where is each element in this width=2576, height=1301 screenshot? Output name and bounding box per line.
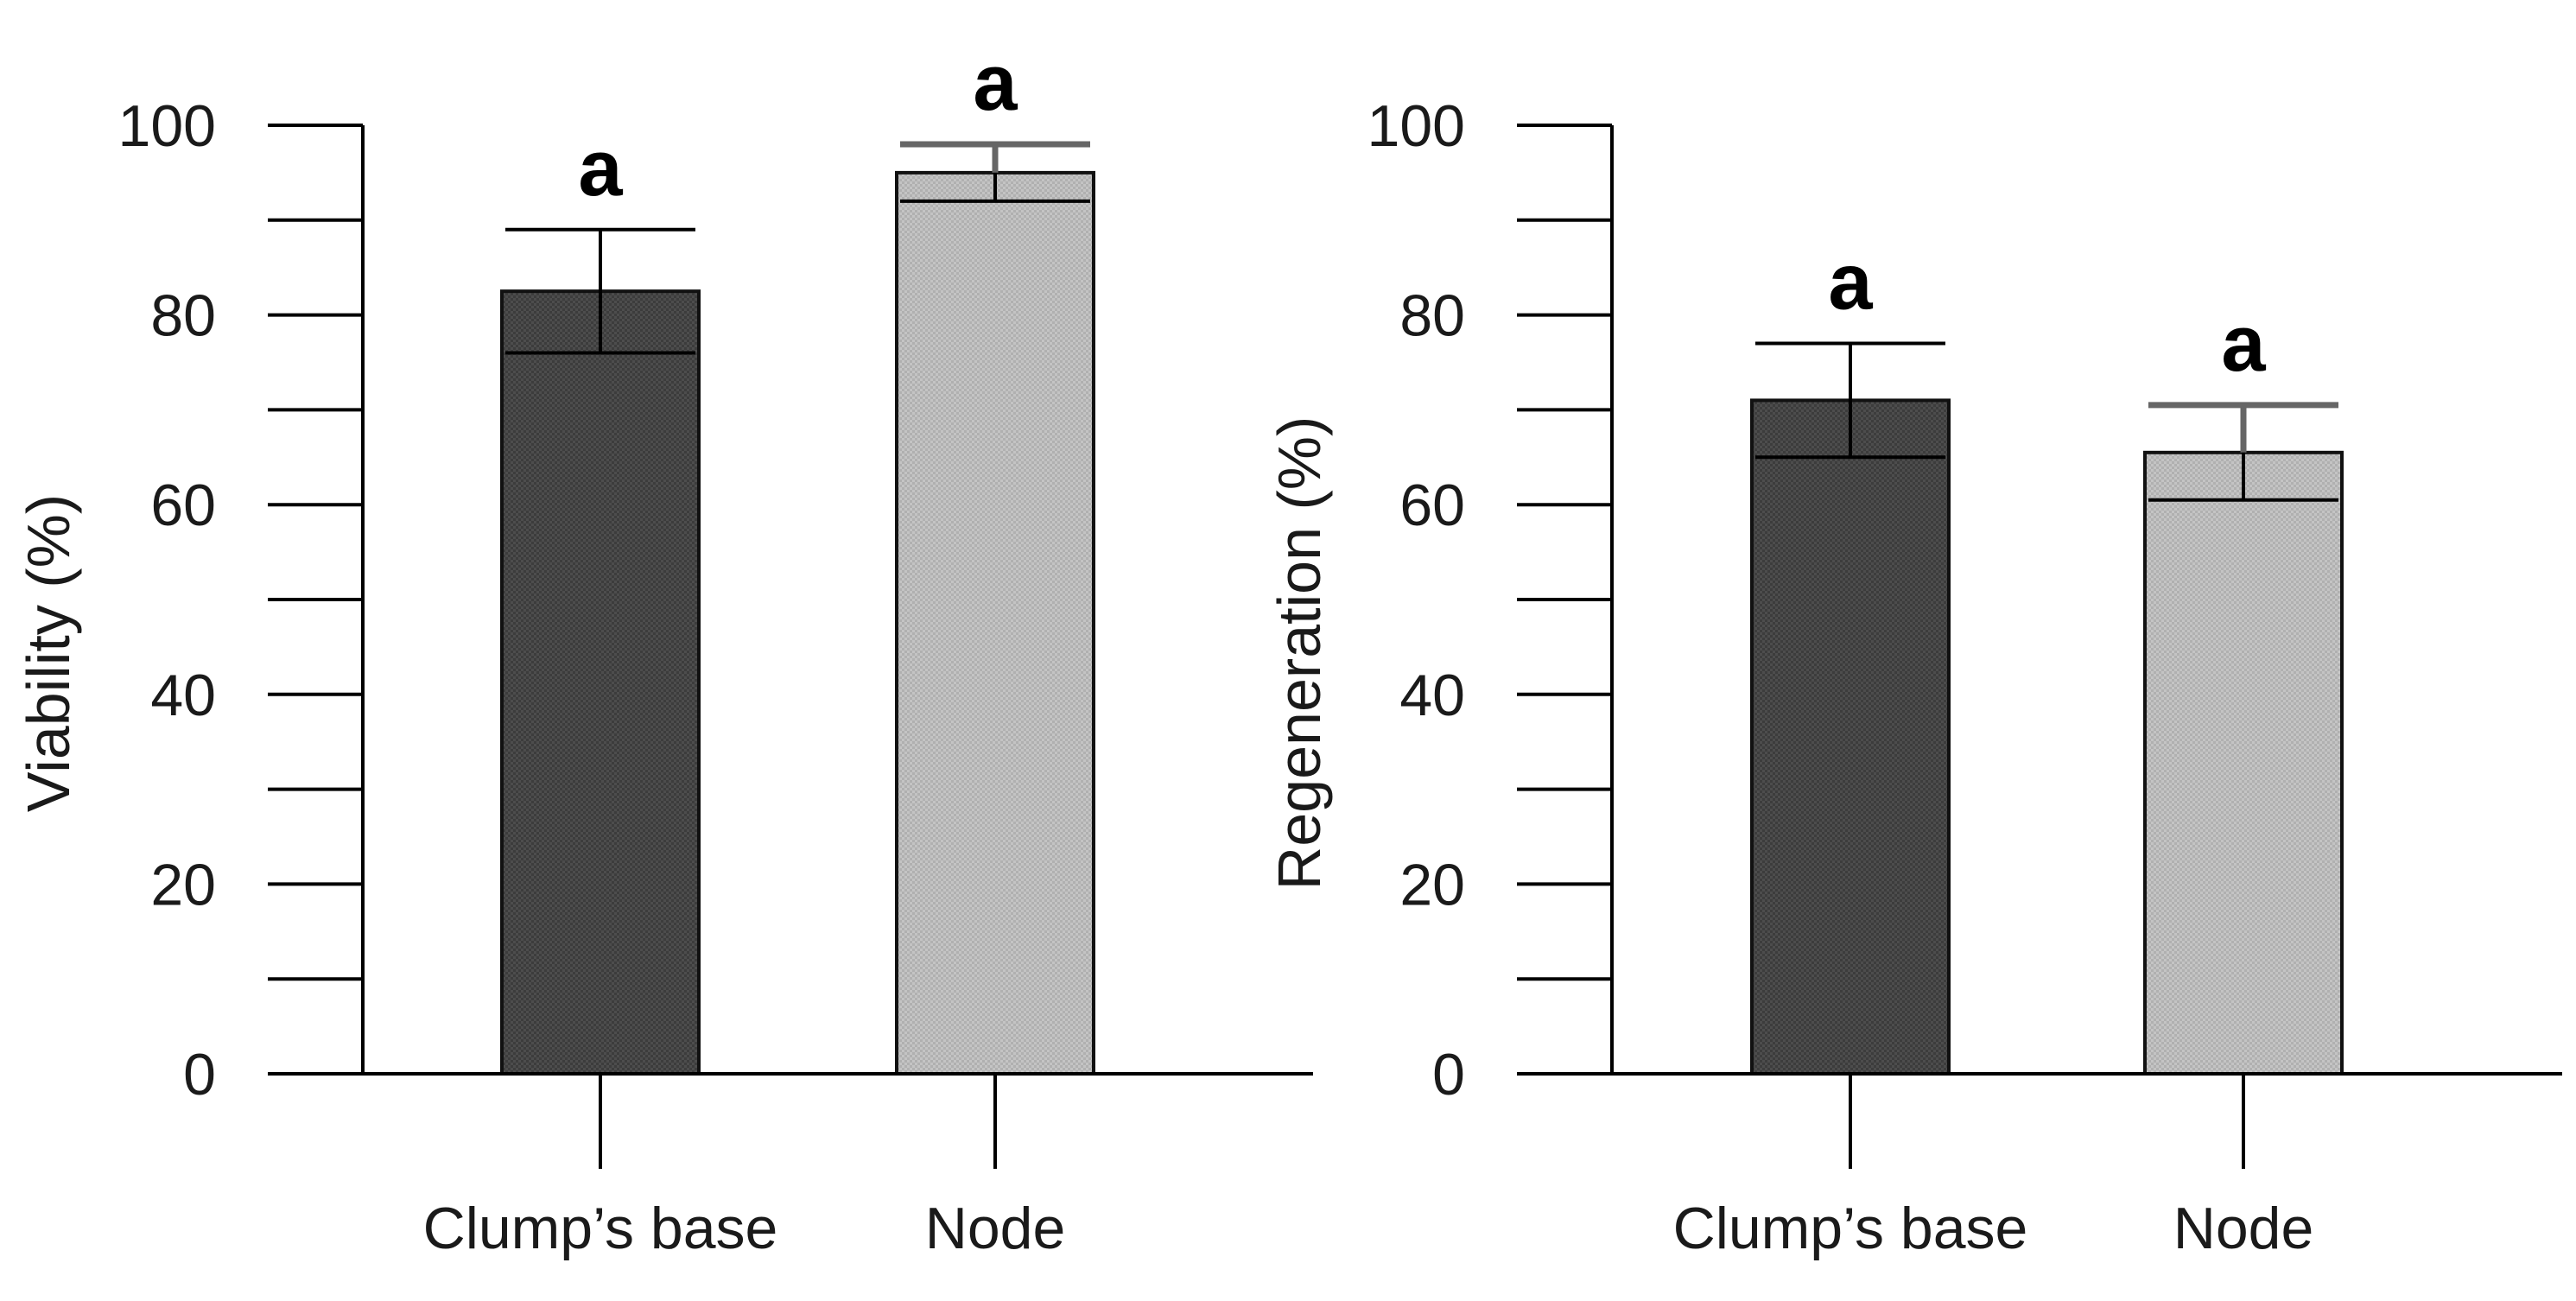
y-tick-label: 100	[1367, 93, 1465, 159]
y-axis-label: Viability (%)	[15, 494, 82, 812]
y-axis-label: Regeneration (%)	[1266, 416, 1333, 891]
y-tick-label: 40	[150, 663, 216, 728]
y-tick-label: 0	[1432, 1042, 1465, 1107]
y-tick-label: 60	[1399, 473, 1465, 538]
bar	[895, 170, 1095, 1076]
bar	[1750, 398, 1951, 1076]
error-bars	[1755, 341, 2338, 502]
x-tick-label: Clump’s base	[423, 1196, 778, 1261]
y-axis-ticks: 0 20 40 60 80 100	[1367, 93, 1612, 1107]
y-tick-label: 60	[150, 473, 216, 538]
significance-letters: aa	[1828, 238, 2266, 388]
significance-letters: aa	[578, 39, 1018, 213]
significance-letter: a	[1828, 238, 1873, 327]
y-tick-label: 20	[1399, 852, 1465, 917]
y-axis-ticks: 0 20 40 60 80 100	[118, 93, 363, 1107]
y-tick-label: 20	[150, 852, 216, 917]
significance-letter: a	[578, 124, 623, 213]
x-axis-labels: Clump’s base Node	[1673, 1196, 2314, 1261]
error-bars	[505, 141, 1090, 355]
bars	[1750, 398, 2344, 1076]
x-axis-labels: Clump’s base Node	[423, 1196, 1066, 1261]
y-tick-label: 80	[150, 283, 216, 349]
y-tick-label: 0	[183, 1042, 216, 1107]
axes	[1517, 125, 2562, 1169]
bar	[2143, 450, 2344, 1076]
bars	[500, 170, 1095, 1076]
y-tick-label: 100	[118, 93, 216, 159]
x-tick-label: Node	[925, 1196, 1066, 1261]
bar	[500, 289, 701, 1076]
significance-letter: a	[2221, 300, 2266, 388]
x-tick-label: Clump’s base	[1673, 1196, 2028, 1261]
axes	[268, 125, 1313, 1169]
y-tick-label: 40	[1399, 663, 1465, 728]
y-tick-label: 80	[1399, 283, 1465, 349]
x-tick-label: Node	[2173, 1196, 2314, 1261]
significance-letter: a	[973, 39, 1018, 127]
